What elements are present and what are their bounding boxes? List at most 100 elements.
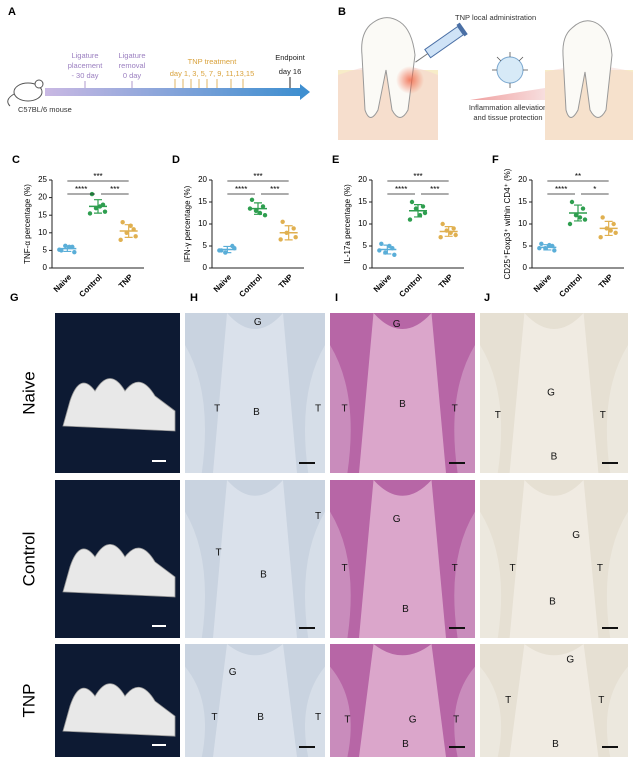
y-tick-label: 20: [198, 175, 207, 184]
step-title: removal: [119, 61, 146, 70]
y-tick-label: 10: [518, 219, 527, 228]
step-title: Ligature: [118, 51, 145, 60]
significance-label: *: [593, 185, 596, 194]
tissue: [509, 480, 599, 638]
tissue-label: T: [505, 695, 511, 706]
data-point: [253, 208, 259, 213]
panel-label: B: [338, 6, 346, 18]
error-bar: [124, 224, 133, 238]
tooth-root: [185, 666, 205, 757]
data-point: [453, 232, 458, 238]
tissue-label: T: [211, 712, 217, 723]
chart: 0 5 10 15 20 25 TNF-α percentage (%) Naive Contr…: [23, 172, 144, 299]
data-point: [539, 241, 544, 246]
y-axis-label: CD25⁺Foxp3⁺ within CD4⁺ (%): [503, 168, 512, 279]
tissue-label: T: [315, 404, 321, 415]
error-bar: [284, 225, 293, 241]
tissue: [509, 313, 599, 473]
tissue-label: T: [315, 712, 321, 723]
tissue-label: G: [229, 667, 237, 678]
y-tick-label: 20: [38, 193, 47, 202]
tissue-label: B: [402, 604, 409, 615]
tissue-label: G: [254, 317, 262, 328]
significance-label: ***: [93, 172, 102, 181]
step-title: TNP treatment: [188, 57, 238, 66]
panel-label: J: [484, 292, 490, 304]
y-tick-label: 0: [43, 263, 48, 272]
tissue-label: B: [260, 569, 267, 580]
y-tick-label: 0: [203, 263, 208, 272]
step-title: Endpoint: [275, 53, 306, 62]
data-point: [569, 199, 575, 205]
step-day: day 16: [279, 67, 302, 76]
x-tick-label: TNP: [597, 272, 615, 290]
data-point: [600, 215, 605, 220]
tissue-label: T: [510, 563, 516, 574]
y-tick-label: 5: [203, 241, 208, 250]
error-bar: [383, 244, 392, 255]
data-point: [118, 237, 123, 243]
data-point: [87, 211, 93, 216]
data-point: [409, 199, 415, 205]
significance-label: ***: [430, 185, 439, 194]
tooth-root: [305, 345, 325, 473]
data-point: [293, 235, 298, 240]
error-bar: [604, 220, 613, 237]
y-tick-label: 0: [523, 263, 528, 272]
data-point: [451, 226, 456, 231]
error-bar: [223, 245, 232, 254]
tissue: [359, 313, 446, 473]
y-axis-label: IFN-γ percentage (%): [183, 185, 192, 262]
row-label: Control: [19, 532, 38, 587]
y-tick-label: 15: [518, 197, 527, 206]
data-point: [552, 248, 557, 253]
x-tick-label: TNP: [117, 272, 135, 290]
x-tick-label: Control: [237, 273, 263, 299]
timeline-arrows: [84, 81, 133, 88]
tissue-label: B: [552, 739, 559, 750]
tissue-label: T: [452, 563, 458, 574]
tissue-label: B: [399, 399, 406, 410]
y-tick-label: 15: [358, 197, 367, 206]
tooth-root: [454, 666, 475, 757]
data-point: [249, 197, 255, 202]
tissue-label: G: [409, 714, 417, 725]
timeline-bar: [45, 88, 300, 96]
tissue-label: T: [344, 714, 350, 725]
significance-label: ****: [235, 185, 247, 194]
y-tick-label: 20: [358, 175, 367, 184]
data-point: [422, 210, 428, 216]
data-point: [72, 249, 77, 255]
image-grid: Naive Control TNP G T B T G T B T G T B T T T B G T T B G T T B G T…: [19, 313, 628, 757]
molar-render: [62, 683, 176, 737]
tissue-label: G: [393, 319, 401, 330]
tissue-label: B: [551, 452, 558, 463]
significance-label: ***: [110, 185, 119, 194]
step-day: - 30 day: [71, 71, 98, 80]
panel-label: I: [335, 292, 338, 304]
data-point: [420, 204, 426, 209]
significance-label: ***: [413, 172, 422, 181]
error-bar: [254, 202, 262, 215]
data-point: [598, 235, 603, 240]
y-tick-label: 25: [38, 175, 47, 184]
data-point: [413, 206, 419, 211]
molar-render: [62, 378, 176, 432]
x-tick-label: TNP: [437, 272, 455, 290]
error-bar: [543, 244, 552, 251]
significance-label: ****: [395, 185, 407, 194]
tissue-label: T: [341, 563, 347, 574]
y-tick-label: 10: [198, 219, 207, 228]
step-title: Ligature: [71, 51, 98, 60]
tooth-root: [480, 511, 502, 638]
tooth: [562, 20, 613, 118]
panel-label: C: [12, 154, 20, 166]
x-tick-label: Naive: [212, 272, 234, 294]
y-tick-label: 10: [358, 219, 367, 228]
tooth: [361, 17, 416, 118]
tooth-root: [454, 511, 475, 638]
tooth-root: [330, 666, 351, 757]
data-point: [291, 226, 296, 231]
